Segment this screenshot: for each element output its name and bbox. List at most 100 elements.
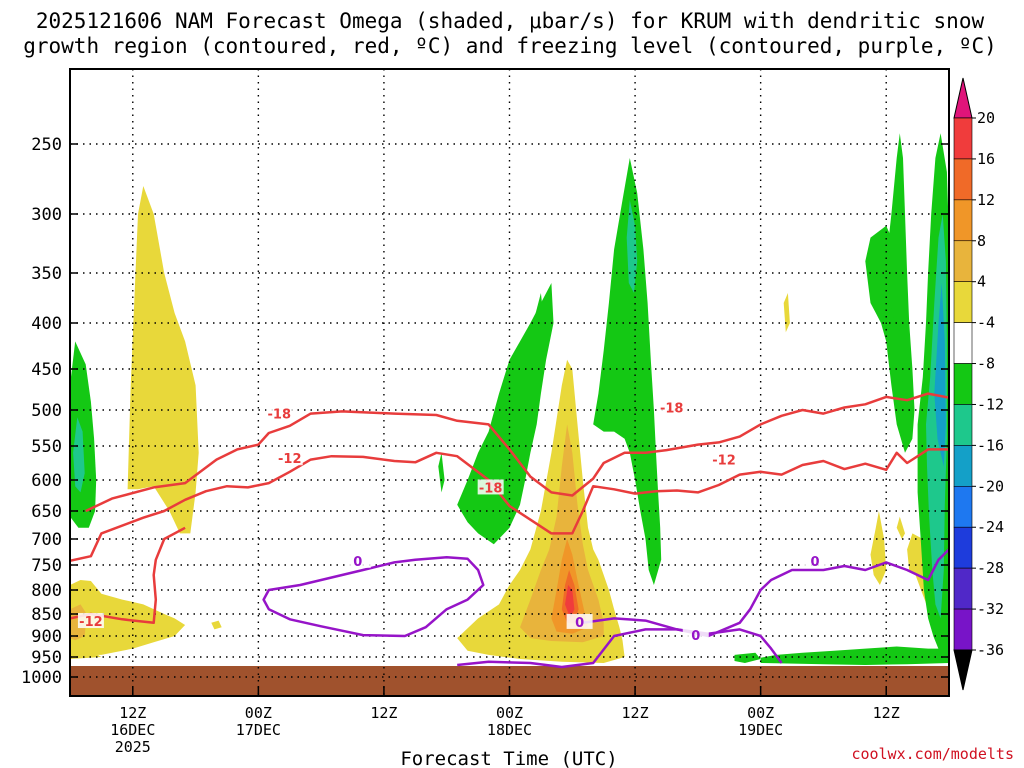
omega-area-pos4-3 [211,620,222,630]
plot-area: -18 -18 -18 -12 -12 -12 0 0 0 0 [70,69,949,696]
omega-area-neg4-22 [886,133,915,439]
colorbar-label-7: -12 [977,395,1004,413]
dgz-label-minus18-b-bg [658,399,685,415]
freezing-level-contour-low [457,628,783,669]
xtick-label-42-1: 00Z [496,704,523,722]
colorbar-label-8: -16 [977,436,1004,454]
ytick-label-650: 650 [31,502,62,522]
xtick-label-66-2: 19DEC [738,721,783,739]
ytick-label-1000: 1000 [21,668,62,688]
omega-area-pos4-1 [70,580,186,655]
dgz-contour-minus18 [85,392,949,513]
omega-area-neg8-18 [626,200,638,293]
omega-area-pos20-8 [565,585,575,619]
omega-area-neg4-20 [535,293,546,351]
x-axis-label: Forecast Time (UTC) [400,748,617,768]
colorbar-box-8 [953,445,973,487]
ytick-label-750: 750 [31,556,62,576]
ytick-label-550: 550 [31,437,62,457]
colorbar-box-6 [953,363,973,405]
colorbar-label-5: -4 [977,314,995,332]
dgz-label-minus18-c: -18 [479,481,503,496]
freezing-label-0-b-bg [566,613,593,629]
colorbar-box-2 [953,199,973,242]
omega-area-neg4-26 [760,646,949,665]
xtick-label-6-3: 2025 [115,738,151,756]
colorbar-label-3: 8 [977,232,986,250]
colorbar-label-10: -24 [977,518,1004,536]
ytick-label-500: 500 [31,401,62,421]
xtick-label-30-1: 12Z [370,704,397,722]
credit-text: coolwx.com/modelts [851,745,1014,763]
ytick-label-450: 450 [31,360,62,380]
xtick-label-6-2: 16DEC [110,721,155,739]
xtick-label-18-1: 00Z [245,704,272,722]
colorbar-label-2: 12 [977,191,995,209]
omega-area-pos4-12 [870,511,887,585]
chart-title-line2: growth region (contoured, red, ºC) and f… [23,34,997,58]
ytick-label-900: 900 [31,627,62,647]
colorbar-box-9 [953,486,973,528]
colorbar-box-4 [953,281,973,323]
colorbar-box-7 [953,404,973,446]
ytick-label-250: 250 [31,135,62,155]
omega-area-pos4-10 [896,516,905,539]
dgz-contour-minus12 [70,448,949,563]
ytick-label-350: 350 [31,264,62,284]
freezing-level-contour-main [262,555,485,638]
xtick-label-6-1: 12Z [119,704,146,722]
ytick-label-400: 400 [31,314,62,334]
dgz-label-minus12-c-bg [77,613,104,629]
xtick-label-54-1: 12Z [622,704,649,722]
colorbar-box-3 [953,240,973,282]
dgz-label-minus12-a-bg [276,450,303,466]
colorbar-label-12: -32 [977,600,1004,618]
colorbar-label-6: -8 [977,355,995,373]
xtick-label-78-1: 12Z [873,704,900,722]
dgz-label-minus12-b: -12 [712,454,736,469]
colorbar-box-11 [953,567,973,610]
omega-area-neg4-27 [734,652,761,663]
omega-area-neg4-19 [438,452,445,493]
dgz-label-minus18-c-bg [477,479,504,495]
ytick-label-700: 700 [31,530,62,550]
freezing-label-0-b: 0 [575,616,584,631]
dgz-label-minus12-c: -12 [79,615,103,630]
freezing-label-0-c-bg [682,627,709,643]
xtick-label-66-1: 00Z [747,704,774,722]
omega-area-pos4-9 [783,293,790,333]
colorbar-label-1: 16 [977,150,995,168]
freezing-label-0-d: 0 [811,555,820,570]
xtick-label-18-2: 17DEC [236,721,281,739]
colorbar-label-11: -28 [977,559,1004,577]
ytick-label-950: 950 [31,648,62,668]
ytick-label-850: 850 [31,605,62,625]
colorbar: 20 16 12 8 4 -4 -8 -12 -16 -20 -24 -28 -32 -36 [953,77,1004,691]
colorbar-label-4: 4 [977,273,986,291]
ytick-label-300: 300 [31,205,62,225]
colorbar-label-9: -20 [977,477,1004,495]
ytick-label-600: 600 [31,471,62,491]
dgz-label-minus12-b-bg [711,451,738,467]
freezing-label-0-c: 0 [691,629,700,644]
dgz-label-minus18-a: -18 [268,408,292,423]
ytick-label-800: 800 [31,581,62,601]
freezing-label-0-a-bg [344,552,371,568]
xtick-label-42-2: 18DEC [487,721,532,739]
omega-area-neg4-16 [457,283,554,545]
freezing-label-0-d-bg [802,552,829,568]
omega-area-neg4-21 [865,225,913,453]
dgz-label-minus18-b: -18 [660,402,684,417]
colorbar-box-1 [953,158,973,201]
contours: -18 -18 -18 -12 -12 -12 0 0 0 0 [70,392,949,669]
dgz-label-minus12-a: -12 [278,452,302,467]
y-axis-pressure: 2503003504004505005506006507007508008509… [21,135,949,688]
chart-title-line1: 2025121606 NAM Forecast Omega (shaded, μ… [36,9,985,33]
omega-area-neg4-17 [593,158,662,585]
colorbar-top-arrow [953,77,973,119]
colorbar-bottom-arrow [953,649,973,691]
colorbar-box-12 [953,608,973,651]
omega-area-pos4-13 [70,644,102,659]
